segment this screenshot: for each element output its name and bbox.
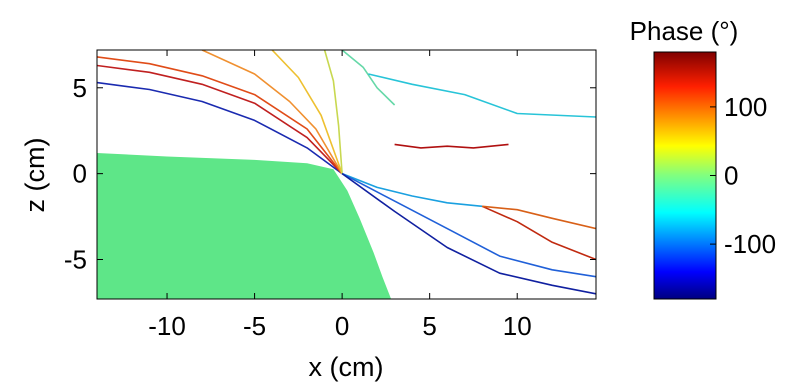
contour-line-1	[97, 64, 343, 175]
x-tick-label-3: 5	[422, 311, 436, 341]
y-tick-label-1: 0	[73, 159, 87, 189]
contour-line-11	[481, 205, 596, 261]
x-tick-label-2: 0	[335, 311, 349, 341]
contour-line-3	[201, 50, 343, 175]
y-tick-label-2: -5	[64, 245, 87, 275]
colorbar-title: Phase (°)	[630, 16, 739, 46]
contour-line-0	[97, 81, 343, 175]
object-region	[97, 153, 392, 299]
colorbar-gradient	[653, 51, 717, 300]
contour-line-7	[368, 73, 596, 118]
contour-line-5	[323, 50, 343, 174]
colorbar: Phase (°) 100 0 -100	[630, 16, 776, 300]
y-axis-label: z (cm)	[20, 138, 50, 213]
colorbar-tick-label-0: 100	[724, 92, 767, 122]
contour-line-8	[341, 172, 483, 208]
contour-line-10	[341, 172, 596, 295]
colorbar-tick-label-1: 0	[724, 161, 738, 191]
contour-line-13	[394, 143, 509, 149]
x-tick-label-1: -5	[243, 311, 266, 341]
contour-line-12	[482, 205, 596, 230]
contour-line-9	[341, 172, 596, 278]
y-tick-label-0: 5	[73, 73, 87, 103]
contour-line-4	[271, 50, 343, 174]
colorbar-ticks: 100 0 -100	[710, 92, 776, 259]
x-tick-label-0: -10	[148, 311, 186, 341]
x-axis-label: x (cm)	[309, 352, 384, 382]
contour-line-6	[341, 50, 396, 106]
colorbar-tick-label-2: -100	[724, 229, 776, 259]
y-axis-ticks: 5 0 -5	[64, 73, 596, 275]
contour-line-2	[97, 56, 343, 175]
plot-frame	[96, 49, 597, 300]
x-tick-label-4: 10	[503, 311, 532, 341]
plot-area	[96, 49, 597, 300]
x-axis-ticks: -10 -5 0 5 10	[148, 50, 532, 341]
